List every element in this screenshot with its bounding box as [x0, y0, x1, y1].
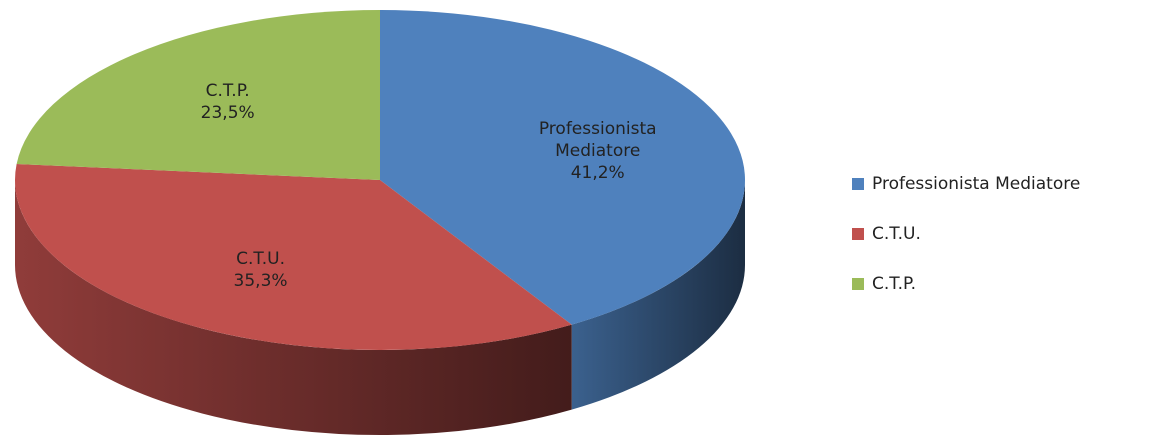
data-label-name: Professionista Mediatore [538, 119, 657, 162]
data-label-value: 23,5% [200, 103, 255, 124]
legend-label: C.T.U. [872, 224, 921, 244]
slice [16, 10, 381, 180]
data-label-value: 41,2% [570, 163, 625, 184]
data-label: C.T.U. 35,3% [186, 248, 336, 292]
legend-swatch [852, 278, 864, 290]
data-label-name: C.T.P. [205, 81, 250, 102]
legend-label: Professionista Mediatore [872, 174, 1081, 194]
data-label-value: 35,3% [233, 270, 288, 291]
slice-side [15, 180, 572, 435]
data-label: Professionista Mediatore 41,2% [523, 118, 673, 184]
legend-swatch [852, 178, 864, 190]
legend-swatch [852, 228, 864, 240]
slice [14, 164, 572, 350]
slice [380, 10, 746, 325]
data-label-name: C.T.U. [236, 248, 285, 269]
legend-item: Professionista Mediatore [852, 174, 1080, 194]
legend-label: C.T.P. [872, 274, 917, 294]
legend-item: C.T.P. [852, 274, 916, 294]
slice-side [571, 180, 745, 410]
legend-item: C.T.U. [852, 224, 921, 244]
data-label: C.T.P. 23,5% [153, 80, 303, 124]
